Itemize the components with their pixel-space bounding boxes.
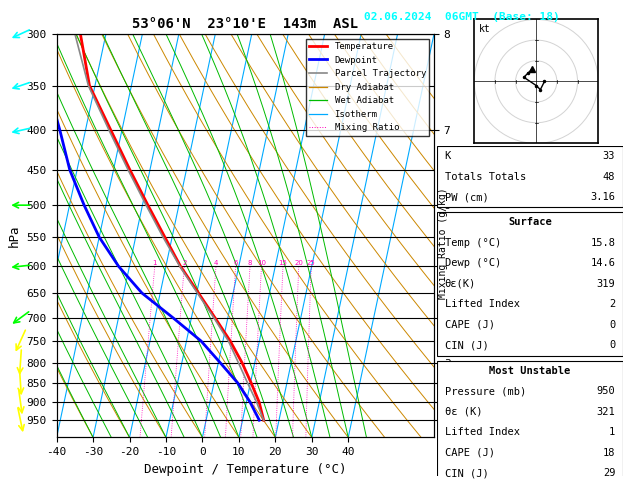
Text: 29: 29 [603, 469, 615, 478]
Text: CIN (J): CIN (J) [445, 469, 488, 478]
Bar [437, 146, 623, 207]
Text: 48: 48 [603, 172, 615, 182]
Text: 2: 2 [609, 299, 615, 310]
Bar [437, 212, 623, 356]
Text: Most Unstable: Most Unstable [489, 366, 571, 376]
Text: Mixing Ratio (g/kg): Mixing Ratio (g/kg) [438, 187, 448, 299]
Text: Temp (°C): Temp (°C) [445, 238, 501, 248]
Text: 33: 33 [603, 151, 615, 161]
Text: K: K [445, 151, 451, 161]
X-axis label: Dewpoint / Temperature (°C): Dewpoint / Temperature (°C) [144, 463, 347, 476]
Text: 6: 6 [233, 260, 238, 266]
Text: 25: 25 [307, 260, 316, 266]
Y-axis label: km
ASL: km ASL [467, 226, 488, 246]
Text: 8: 8 [248, 260, 252, 266]
Title: 53°06'N  23°10'E  143m  ASL: 53°06'N 23°10'E 143m ASL [132, 17, 359, 32]
Text: Surface: Surface [508, 217, 552, 227]
Text: 20: 20 [294, 260, 303, 266]
Text: PW (cm): PW (cm) [445, 192, 488, 202]
Text: 321: 321 [596, 407, 615, 417]
Legend: Temperature, Dewpoint, Parcel Trajectory, Dry Adiabat, Wet Adiabat, Isotherm, Mi: Temperature, Dewpoint, Parcel Trajectory… [306, 38, 430, 136]
Text: 1: 1 [152, 260, 157, 266]
Text: 2: 2 [182, 260, 186, 266]
Text: Lifted Index: Lifted Index [445, 427, 520, 437]
Text: 3.16: 3.16 [590, 192, 615, 202]
Y-axis label: hPa: hPa [8, 225, 21, 247]
Text: kt: kt [479, 23, 490, 34]
Text: 0: 0 [609, 320, 615, 330]
Text: 18: 18 [603, 448, 615, 458]
Text: CIN (J): CIN (J) [445, 340, 488, 350]
Text: 0: 0 [609, 340, 615, 350]
Text: Pressure (mb): Pressure (mb) [445, 386, 526, 397]
Text: 4: 4 [214, 260, 218, 266]
Text: 319: 319 [596, 279, 615, 289]
Bar [437, 361, 623, 484]
Text: CAPE (J): CAPE (J) [445, 448, 494, 458]
Text: θε(K): θε(K) [445, 279, 476, 289]
Text: 14.6: 14.6 [590, 259, 615, 268]
Text: 15: 15 [279, 260, 287, 266]
Text: 02.06.2024  06GMT  (Base: 18): 02.06.2024 06GMT (Base: 18) [364, 12, 560, 22]
Text: 950: 950 [596, 386, 615, 397]
Text: 15.8: 15.8 [590, 238, 615, 248]
Text: Dewp (°C): Dewp (°C) [445, 259, 501, 268]
Text: Lifted Index: Lifted Index [445, 299, 520, 310]
Text: 1: 1 [609, 427, 615, 437]
Text: θε (K): θε (K) [445, 407, 482, 417]
Text: CAPE (J): CAPE (J) [445, 320, 494, 330]
Text: 10: 10 [257, 260, 266, 266]
Text: Totals Totals: Totals Totals [445, 172, 526, 182]
